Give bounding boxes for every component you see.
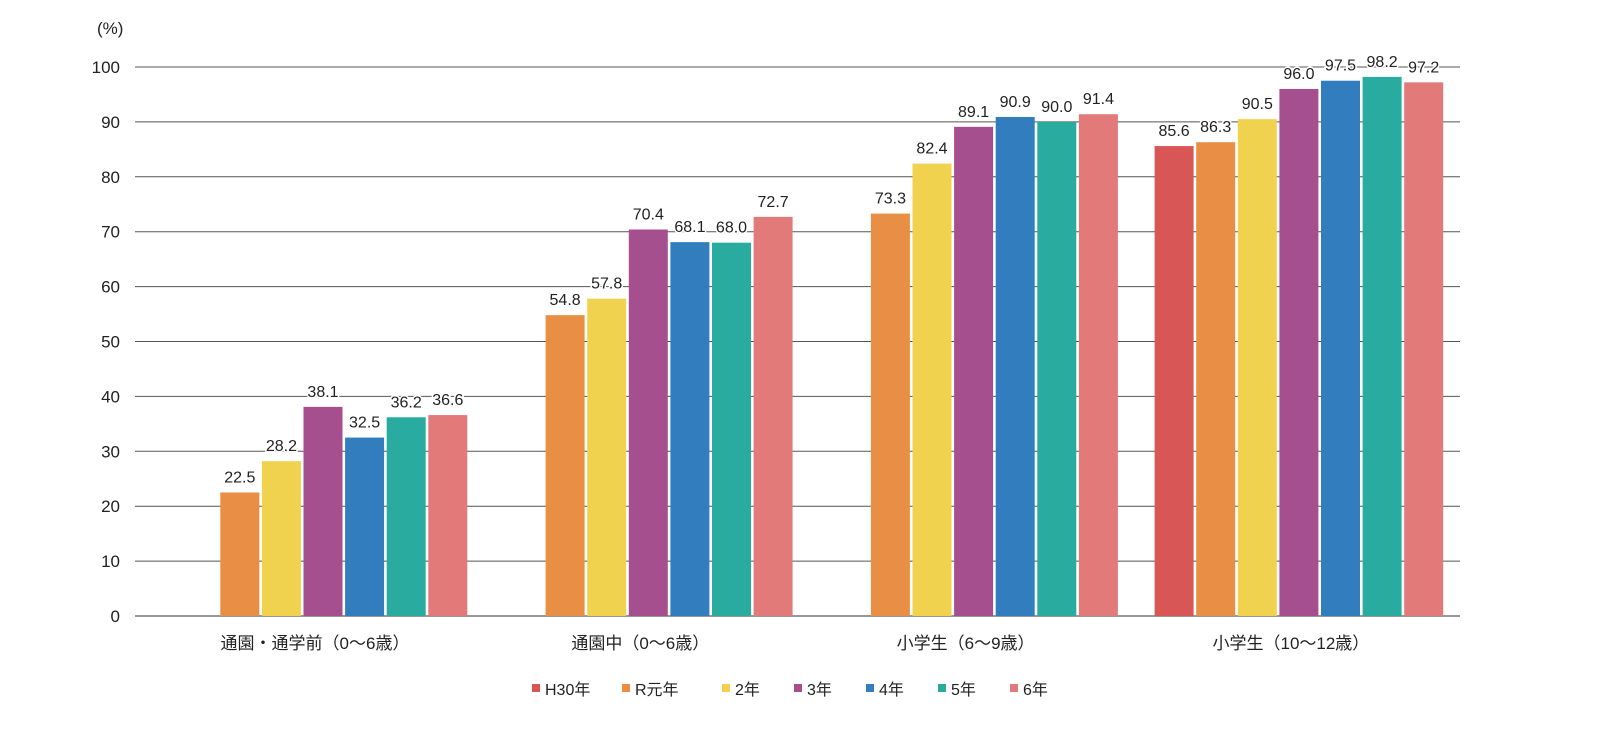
bar — [954, 126, 994, 616]
bar — [587, 298, 627, 616]
y-tick-label: 0 — [111, 607, 120, 626]
data-labels: 22.5 28.2 38.1 32.5 36.2 36.6 54.8 57.8 70.4 68.1… — [223, 52, 1441, 488]
data-label: 57.8 — [591, 276, 622, 293]
data-label: 73.3 — [875, 191, 906, 208]
data-label: 97.5 — [1325, 58, 1356, 75]
legend: H30年 R元年 2年 3年 4年 5年 6年 — [532, 681, 1048, 699]
bar — [712, 242, 751, 616]
legend-swatch — [532, 684, 540, 692]
data-label: 91.4 — [1083, 91, 1114, 108]
data-label: 89.1 — [958, 104, 989, 121]
data-label: 98.2 — [1367, 54, 1398, 71]
x-category-label: 通園中（0〜6歳） — [571, 634, 709, 653]
y-tick-label: 100 — [92, 58, 120, 77]
legend-swatch — [722, 684, 730, 692]
data-label: 28.2 — [266, 438, 297, 455]
y-tick-label: 20 — [101, 497, 120, 516]
legend-swatch — [1010, 684, 1018, 692]
legend-label: R元年 — [635, 681, 679, 699]
bar — [545, 315, 585, 616]
bar — [345, 437, 385, 616]
y-tick-label: 70 — [101, 223, 120, 242]
bar — [1279, 88, 1319, 616]
data-label: 36.6 — [432, 392, 463, 409]
data-label: 38.1 — [307, 384, 338, 401]
bar — [753, 216, 793, 616]
legend-label: 6年 — [1023, 681, 1048, 699]
bar — [386, 417, 426, 616]
bars — [220, 76, 1444, 617]
legend-swatch — [866, 684, 874, 692]
data-label: 96.0 — [1283, 66, 1314, 83]
y-tick-label: 40 — [101, 387, 120, 406]
legend-swatch — [794, 684, 802, 692]
legend-label: 5年 — [951, 681, 976, 699]
bar — [303, 406, 343, 616]
y-tick-label: 50 — [101, 333, 120, 352]
legend-label: 4年 — [879, 681, 904, 699]
data-label: 68.1 — [674, 219, 705, 236]
data-label: 36.2 — [391, 394, 422, 411]
x-category-label: 通園・通学前（0〜6歳） — [221, 634, 410, 653]
bar — [628, 229, 668, 616]
bar — [870, 213, 910, 616]
bar — [261, 461, 301, 616]
data-label: 54.8 — [550, 292, 581, 309]
data-label: 97.2 — [1408, 59, 1439, 76]
x-axis-categories: 通園・通学前（0〜6歳） 通園中（0〜6歳） 小学生（6〜9歳） 小学生（10〜12歳… — [221, 634, 1370, 653]
y-tick-label: 30 — [101, 442, 120, 461]
y-tick-label: 10 — [101, 552, 120, 571]
y-tick-label: 80 — [101, 168, 120, 187]
bar — [1404, 82, 1444, 616]
bar — [995, 116, 1035, 617]
legend-label: 2年 — [735, 681, 760, 699]
data-label: 85.6 — [1159, 123, 1190, 140]
legend-label: 3年 — [807, 681, 832, 699]
bar — [1154, 146, 1194, 616]
data-label: 70.4 — [633, 207, 664, 224]
bar — [670, 242, 710, 617]
bar — [1237, 119, 1277, 616]
y-tick-label: 60 — [101, 278, 120, 297]
data-label: 72.7 — [758, 194, 789, 211]
data-label: 22.5 — [224, 469, 255, 486]
bar — [1362, 76, 1402, 616]
bar — [428, 415, 468, 616]
legend-swatch — [622, 684, 630, 692]
data-label: 82.4 — [916, 141, 947, 158]
bar — [912, 163, 952, 616]
data-label: 68.0 — [716, 220, 747, 237]
x-category-label: 小学生（10〜12歳） — [1212, 634, 1369, 653]
y-tick-label: 90 — [101, 113, 120, 132]
data-label: 90.0 — [1041, 99, 1072, 116]
bar — [1078, 114, 1118, 617]
y-axis-ticks: 0 10 20 30 40 50 60 70 80 90 100 — [92, 58, 120, 626]
data-label: 86.3 — [1200, 119, 1231, 136]
bar — [1321, 80, 1360, 617]
bar — [1037, 121, 1077, 617]
x-category-label: 小学生（6〜9歳） — [897, 634, 1035, 653]
bar — [1196, 142, 1236, 616]
data-label: 32.5 — [349, 415, 380, 432]
legend-swatch — [938, 684, 946, 692]
data-label: 90.9 — [1000, 94, 1031, 111]
legend-label: H30年 — [545, 681, 590, 699]
data-label: 90.5 — [1242, 96, 1273, 113]
bar — [220, 492, 260, 616]
y-axis-unit-label: (%) — [97, 19, 123, 38]
